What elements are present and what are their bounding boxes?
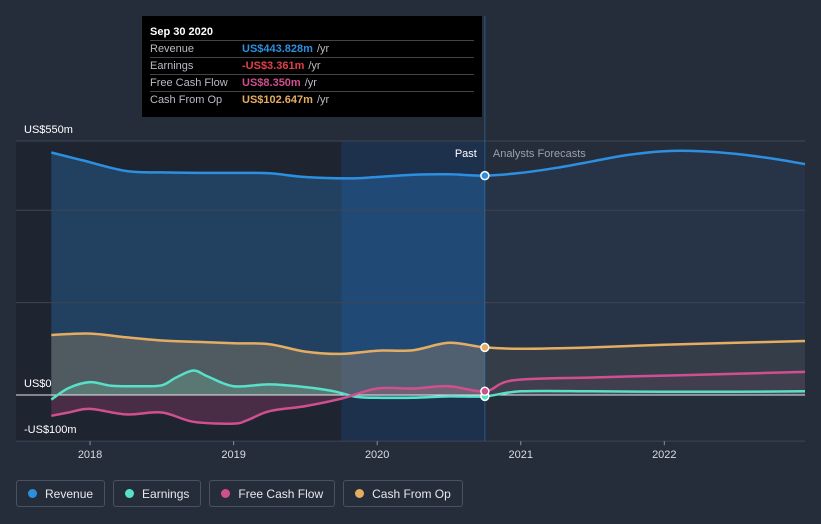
legend-earnings-button[interactable]: Earnings <box>113 480 202 507</box>
tooltip-label: Earnings <box>150 60 194 72</box>
tooltip-unit: /yr <box>308 60 321 72</box>
tooltip-label: Cash From Op <box>150 94 223 106</box>
tooltip-unit: /yr <box>316 94 330 106</box>
x-tick-label: 2021 <box>509 449 533 461</box>
forecast-label: Analysts Forecasts <box>493 148 586 160</box>
legend-dot-icon <box>125 489 135 498</box>
series-line-earnings <box>50 369 806 401</box>
tooltip-label: Revenue <box>150 43 195 55</box>
legend-dot-icon <box>221 489 231 498</box>
legend-label: Earnings <box>142 486 190 501</box>
tooltip-value: US$102.647m <box>242 94 313 106</box>
series-line-revenue <box>50 149 806 180</box>
legend-free-cash-flow-button[interactable]: Free Cash Flow <box>209 480 336 507</box>
tooltip-label: Free Cash Flow <box>150 77 228 89</box>
tooltip-value: -US$3.361m <box>242 60 305 72</box>
legend: Revenue Earnings Free Cash Flow Cash Fro… <box>16 480 463 507</box>
y-axis-zero-label: US$0 <box>24 378 52 390</box>
series-area-forecast-free-cash-flow <box>51 371 806 424</box>
series-area-forecast-revenue <box>51 150 806 395</box>
y-axis-bottom-label: -US$100m <box>24 424 77 436</box>
legend-label: Cash From Op <box>372 486 451 501</box>
legend-label: Free Cash Flow <box>238 486 324 501</box>
tooltip-unit: /yr <box>316 43 330 55</box>
highlight-point-cash-from-op <box>480 342 490 353</box>
series-line-free-cash-flow <box>51 370 806 425</box>
series-area-revenue <box>51 152 485 395</box>
tooltip: Sep 30 2020 Revenue US$443.828m /yr Earn… <box>142 16 482 117</box>
legend-label: Revenue <box>45 486 94 501</box>
x-tick-label: 2018 <box>78 449 102 461</box>
y-axis-top-label: US$550m <box>24 124 73 136</box>
x-tick-label: 2019 <box>221 449 245 461</box>
series-area-free-cash-flow <box>51 386 485 424</box>
tooltip-row-revenue: Revenue US$443.828m /yr <box>150 40 474 57</box>
series-line-cash-from-op <box>51 332 806 356</box>
x-tick-label: 2022 <box>652 449 676 461</box>
highlight-point-revenue <box>480 170 490 181</box>
tooltip-unit: /yr <box>304 77 317 89</box>
highlight-point-free-cash-flow <box>480 386 490 397</box>
x-tick-label: 2020 <box>365 449 389 461</box>
series-area-forecast-cash-from-op <box>51 333 806 395</box>
tooltip-value: US$8.350m <box>242 77 301 89</box>
tooltip-row-free-cash-flow: Free Cash Flow US$8.350m /yr <box>150 74 474 91</box>
legend-dot-icon <box>355 489 365 498</box>
legend-dot-icon <box>28 489 37 498</box>
tooltip-row-earnings: Earnings -US$3.361m /yr <box>150 57 474 74</box>
tooltip-date: Sep 30 2020 <box>150 26 213 38</box>
tooltip-row-cash-from-op: Cash From Op US$102.647m /yr <box>150 91 474 108</box>
series-area-cash-from-op <box>51 333 485 395</box>
tooltip-value: US$443.828m <box>242 43 313 55</box>
legend-cash-from-op-button[interactable]: Cash From Op <box>343 480 463 507</box>
past-label: Past <box>455 148 477 160</box>
legend-revenue-button[interactable]: Revenue <box>16 480 106 507</box>
